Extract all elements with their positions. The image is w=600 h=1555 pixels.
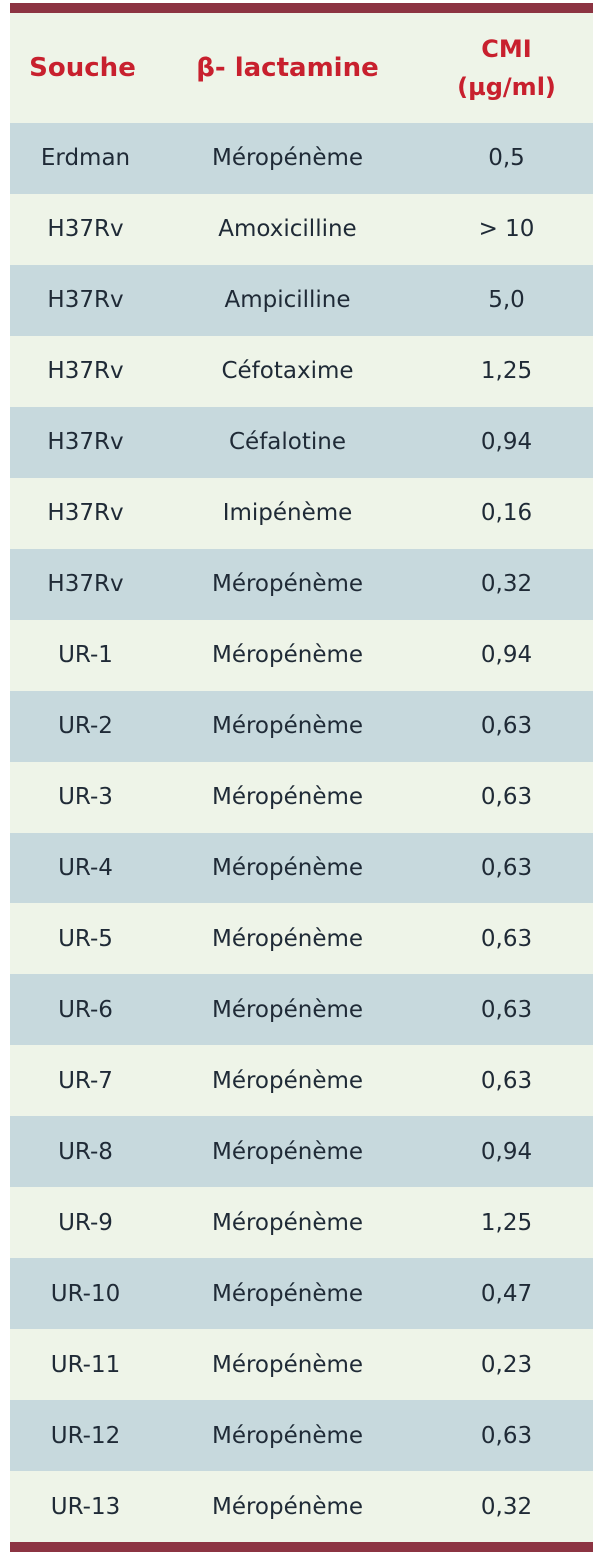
cell-mic: 0,94 — [480, 642, 533, 669]
cell-beta-lactam: Méropénème — [211, 1493, 364, 1520]
cell-mic: 0,63 — [480, 784, 533, 811]
cell-beta-lactam: Céfotaxime — [221, 358, 354, 385]
cell-mic: > 10 — [478, 216, 535, 243]
cell-strain: UR-5 — [58, 925, 113, 952]
table-row: UR-1 Méropénème 0,94 — [10, 619, 593, 691]
header-beta-lactam: β- lactamine — [196, 53, 379, 83]
cell-mic: 1,25 — [480, 1209, 533, 1236]
cell-beta-lactam: Méropénème — [211, 713, 364, 740]
table-row: Erdman Méropénème 0,5 — [10, 123, 593, 194]
table-row: H37Rv Céfotaxime 1,25 — [10, 335, 593, 407]
cell-strain: UR-1 — [58, 642, 113, 669]
cell-beta-lactam: Méropénème — [211, 1209, 364, 1236]
cell-beta-lactam: Méropénème — [211, 1351, 364, 1378]
cell-mic: 0,63 — [480, 855, 533, 881]
table-row: H37Rv Amoxicilline > 10 — [10, 193, 593, 265]
cell-beta-lactam: Méropénème — [211, 1138, 364, 1165]
table-row: UR-7 Méropénème 0,63 — [10, 1045, 593, 1117]
header-mic: CMI (µg/ml) — [457, 35, 556, 101]
table-row: UR-13 Méropénème 0,32 — [10, 1471, 593, 1543]
cell-strain: UR-4 — [58, 855, 113, 881]
cell-beta-lactam: Méropénème — [211, 925, 364, 952]
cell-mic: 0,63 — [480, 996, 533, 1023]
table-row: UR-8 Méropénème 0,94 — [10, 1116, 593, 1188]
cell-mic: 0,94 — [480, 1138, 533, 1165]
cell-beta-lactam: Méropénème — [211, 996, 364, 1023]
cell-mic: 0,63 — [480, 1067, 533, 1094]
table-header: Souche β- lactamine CMI (µg/ml) — [10, 13, 593, 123]
cell-strain: UR-3 — [58, 784, 113, 811]
cell-strain: UR-11 — [50, 1351, 121, 1378]
cell-mic: 0,23 — [480, 1351, 533, 1378]
cell-strain: UR-8 — [58, 1138, 113, 1165]
cell-beta-lactam: Méropénème — [211, 145, 364, 172]
table-row: UR-12 Méropénème 0,63 — [10, 1400, 593, 1472]
cell-mic: 0,16 — [480, 500, 533, 527]
cell-strain: UR-9 — [58, 1209, 113, 1236]
table-row: H37Rv Méropénème 0,32 — [10, 548, 593, 620]
cell-mic: 5,0 — [488, 287, 525, 314]
table-row: H37Rv Ampicilline 5,0 — [10, 264, 593, 336]
table-row: UR-10 Méropénème 0,47 — [10, 1258, 593, 1330]
cell-beta-lactam: Méropénème — [211, 1067, 364, 1094]
table-row: UR-4 Méropénème 0,63 — [10, 832, 593, 904]
table-body: Erdman Méropénème 0,5 H37Rv Amoxicilline > 10… — [10, 123, 593, 1543]
top-rule — [10, 3, 593, 13]
cell-strain: UR-7 — [58, 1067, 113, 1094]
cell-beta-lactam: Méropénème — [211, 1280, 364, 1307]
cell-mic: 0,32 — [480, 1493, 533, 1520]
bottom-rule — [10, 1542, 593, 1552]
cell-beta-lactam: Méropénème — [211, 784, 364, 811]
cell-mic: 0,63 — [480, 713, 533, 740]
cell-beta-lactam: Ampicilline — [224, 287, 351, 314]
cell-mic: 0,32 — [480, 571, 533, 598]
table-row: UR-6 Méropénème 0,63 — [10, 974, 593, 1046]
cell-strain: UR-12 — [50, 1422, 121, 1449]
table-row: UR-3 Méropénème 0,63 — [10, 761, 593, 833]
cell-beta-lactam: Méropénème — [211, 855, 364, 881]
cell-beta-lactam: Amoxicilline — [218, 216, 357, 243]
cell-strain: H37Rv — [47, 500, 124, 527]
cell-strain: UR-13 — [50, 1493, 121, 1520]
cell-strain: H37Rv — [47, 571, 124, 598]
cell-beta-lactam: Méropénème — [211, 571, 364, 598]
cell-strain: H37Rv — [47, 358, 124, 385]
cell-strain: H37Rv — [47, 216, 124, 243]
table-row: UR-9 Méropénème 1,25 — [10, 1187, 593, 1259]
cell-mic: 0,47 — [480, 1280, 533, 1307]
cell-strain: H37Rv — [47, 429, 124, 456]
cell-beta-lactam: Imipénème — [222, 500, 353, 527]
cell-strain: UR-10 — [50, 1280, 121, 1307]
table-row: UR-5 Méropénème 0,63 — [10, 903, 593, 975]
table-row: H37Rv Imipénème 0,16 — [10, 477, 593, 549]
table-row: H37Rv Céfalotine 0,94 — [10, 406, 593, 478]
cell-mic: 0,63 — [480, 1422, 533, 1449]
table-row: UR-2 Méropénème 0,63 — [10, 690, 593, 762]
cell-mic: 0,63 — [480, 925, 533, 952]
cell-beta-lactam: Méropénème — [211, 642, 364, 669]
table-row: UR-11 Méropénème 0,23 — [10, 1329, 593, 1401]
header-strain: Souche — [29, 53, 136, 83]
cell-strain: UR-6 — [58, 996, 113, 1023]
cell-mic: 1,25 — [480, 358, 533, 385]
cell-beta-lactam: Méropénème — [211, 1422, 364, 1449]
mic-table: Souche β- lactamine CMI (µg/ml) Erdman Mé… — [10, 3, 593, 1552]
cell-strain: Erdman — [40, 145, 131, 172]
cell-mic: 0,94 — [480, 429, 533, 456]
cell-mic: 0,5 — [488, 145, 525, 172]
cell-strain: UR-2 — [58, 713, 113, 740]
cell-strain: H37Rv — [47, 287, 124, 314]
cell-beta-lactam: Céfalotine — [229, 429, 346, 456]
